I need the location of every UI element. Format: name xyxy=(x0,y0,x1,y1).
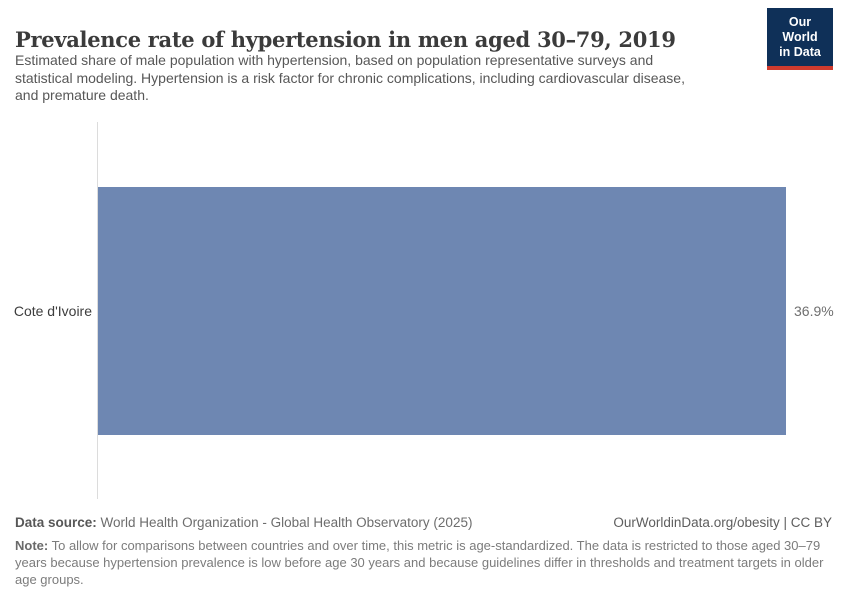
owid-logo: Our World in Data xyxy=(767,8,833,70)
note-text: To allow for comparisons between countri… xyxy=(15,538,824,587)
owid-logo-line1: Our World xyxy=(782,15,818,44)
category-label: Cote d'Ivoire xyxy=(13,303,92,319)
footer-note: Note: To allow for comparisons between c… xyxy=(15,537,839,588)
subtitle-line: statistical modeling. Hypertension is a … xyxy=(15,69,685,86)
attribution-link[interactable]: OurWorldinData.org/obesity | CC BY xyxy=(613,515,832,530)
subtitle-line: and premature death. xyxy=(15,87,149,103)
chart-title: Prevalence rate of hypertension in men a… xyxy=(15,27,676,53)
owid-logo-line2: in Data xyxy=(779,45,821,59)
data-source-text: World Health Organization - Global Healt… xyxy=(96,515,473,530)
subtitle-line: Estimated share of male population with … xyxy=(15,52,654,68)
chart-subtitle: Estimated share of male population with … xyxy=(15,52,755,105)
bar xyxy=(98,187,786,435)
y-axis-line xyxy=(97,122,98,499)
value-label: 36.9% xyxy=(794,303,834,319)
data-source-label: Data source: xyxy=(15,515,97,530)
footer-source-row: Data source: World Health Organization -… xyxy=(15,515,832,530)
note-label: Note: xyxy=(15,538,49,553)
data-source: Data source: World Health Organization -… xyxy=(15,515,472,530)
